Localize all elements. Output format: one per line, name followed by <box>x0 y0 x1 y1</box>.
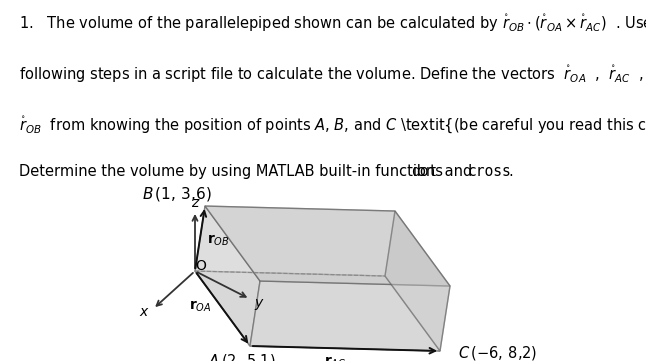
Polygon shape <box>195 206 395 276</box>
Text: x: x <box>139 305 147 319</box>
Text: following steps in a script file to calculate the volume. Define the vectors  $\: following steps in a script file to calc… <box>19 63 646 84</box>
Text: $\mathring{r}_{OB}$  from knowing the position of points $A$, $B$, and $C$ \text: $\mathring{r}_{OB}$ from knowing the pos… <box>19 114 646 135</box>
Text: Determine the volume by using MATLAB built-in functions: Determine the volume by using MATLAB bui… <box>19 164 448 179</box>
Text: $B\,(1,\,3{,}6)$: $B\,(1,\,3{,}6)$ <box>142 185 212 203</box>
Polygon shape <box>195 206 260 346</box>
Text: and: and <box>440 164 477 179</box>
Polygon shape <box>385 211 450 351</box>
Text: $\mathbf{r}_{AC}$: $\mathbf{r}_{AC}$ <box>324 355 346 361</box>
Text: dot: dot <box>412 164 438 179</box>
Text: y: y <box>254 296 262 310</box>
Text: $\mathbf{r}_{OB}$: $\mathbf{r}_{OB}$ <box>207 233 229 248</box>
Text: $\mathbf{r}_{OA}$: $\mathbf{r}_{OA}$ <box>189 299 212 314</box>
Text: z: z <box>191 196 198 210</box>
Polygon shape <box>205 206 450 286</box>
Text: $A\,(2,\,5{,}1)$: $A\,(2,\,5{,}1)$ <box>208 352 276 361</box>
Polygon shape <box>250 281 450 351</box>
Text: cross: cross <box>468 164 512 179</box>
Text: O: O <box>196 259 207 273</box>
Text: $C\,(-6,\,8{,}2)$: $C\,(-6,\,8{,}2)$ <box>458 344 537 361</box>
Polygon shape <box>195 271 440 351</box>
Text: .: . <box>508 164 513 179</box>
Text: 1.   The volume of the parallelepiped shown can be calculated by $\mathring{r}_{: 1. The volume of the parallelepiped show… <box>19 13 646 34</box>
